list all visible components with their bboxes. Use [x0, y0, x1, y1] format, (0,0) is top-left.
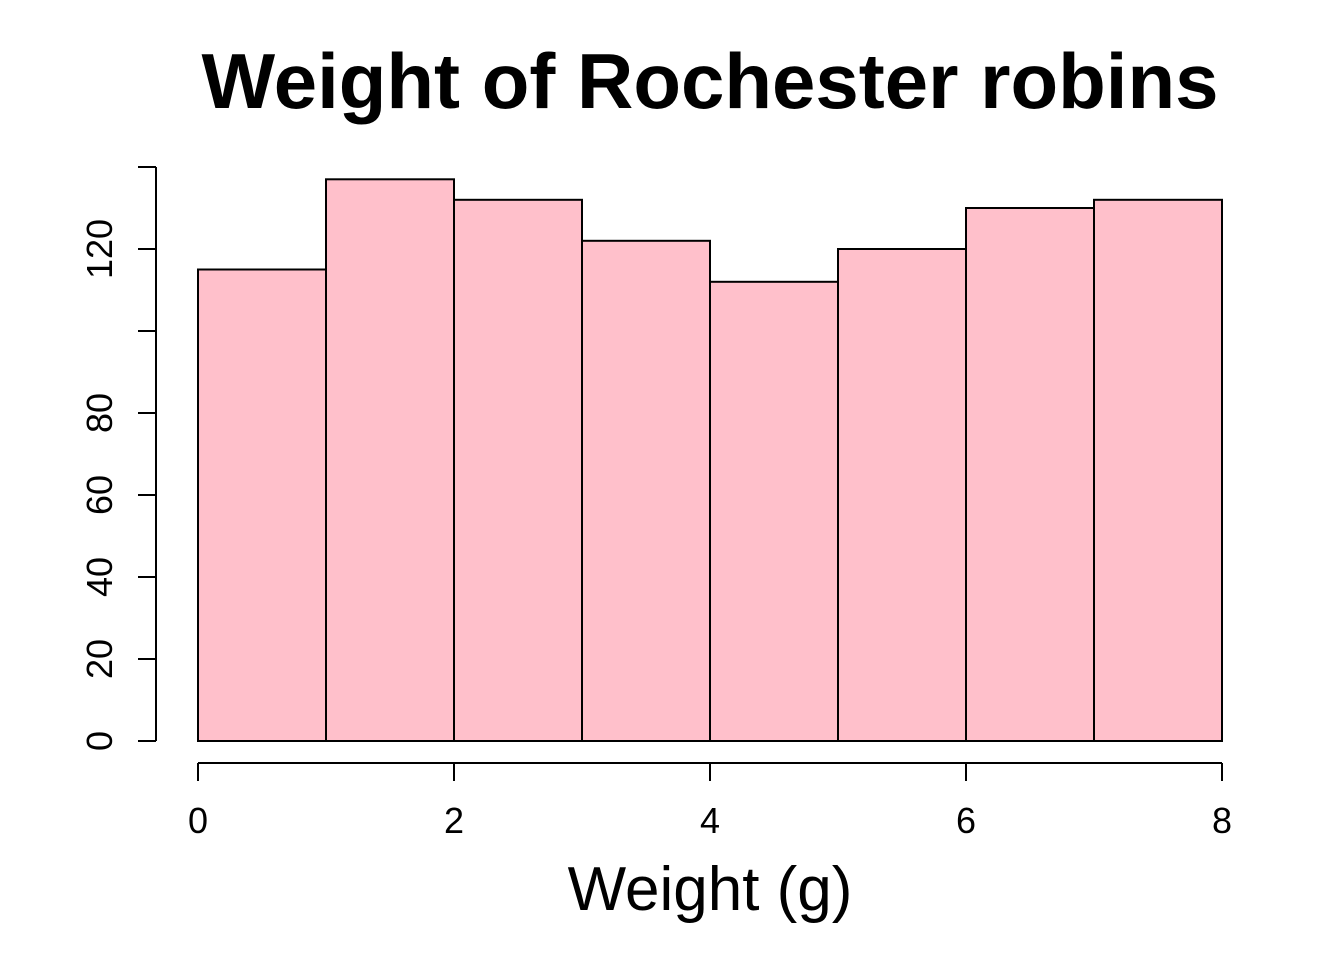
y-tick-label: 60 [79, 475, 120, 515]
x-axis-label: Weight (g) [568, 855, 853, 924]
x-tick-label: 8 [1212, 800, 1232, 841]
y-tick-label: 80 [79, 393, 120, 433]
histogram-bar [709, 280, 839, 742]
y-tick-label: 0 [79, 731, 120, 751]
x-tick-label: 0 [188, 800, 208, 841]
y-tick-label: 120 [79, 219, 120, 279]
x-tick-label: 4 [700, 800, 720, 841]
x-tick-label: 2 [444, 800, 464, 841]
histogram-bar [581, 239, 711, 743]
histogram-bar [325, 178, 455, 743]
histogram-bar [1093, 198, 1223, 743]
histogram-bar [837, 248, 967, 742]
chart-title: Weight of Rochester robins [202, 37, 1219, 125]
histogram-bar [965, 207, 1095, 742]
x-axis: 0 2 4 6 8 [188, 762, 1232, 841]
bars-group [197, 178, 1223, 743]
histogram-bar [453, 198, 583, 743]
x-tick-label: 6 [956, 800, 976, 841]
y-tick-label: 40 [79, 557, 120, 597]
y-tick-label: 20 [79, 639, 120, 679]
y-axis: 0 20 40 60 80 120 [79, 166, 157, 751]
histogram-bar [197, 268, 327, 742]
